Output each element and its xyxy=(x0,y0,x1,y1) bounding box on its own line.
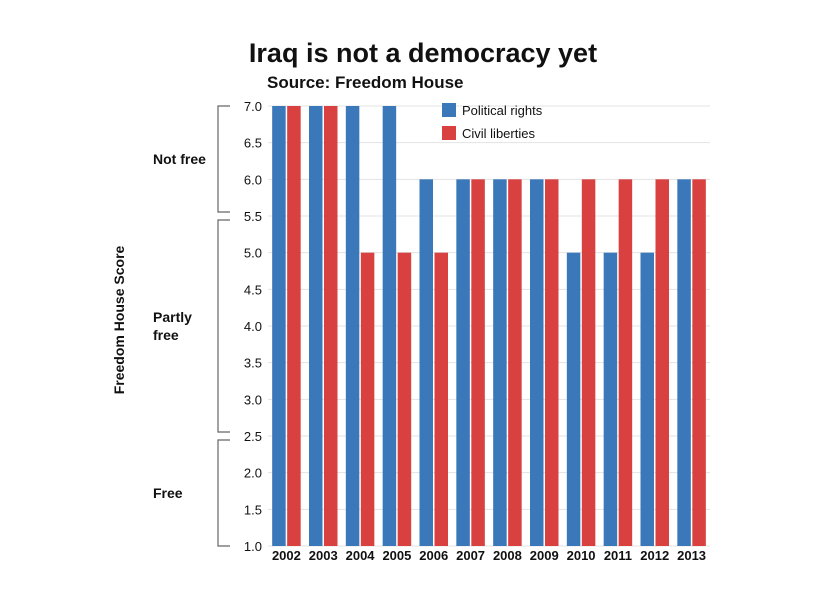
bar-civil-liberties-2004 xyxy=(360,252,375,546)
x-tick-label: 2008 xyxy=(493,548,522,563)
bar-civil-liberties-2010 xyxy=(581,179,596,547)
x-tick-label: 2013 xyxy=(677,548,706,563)
bar-political-rights-2012 xyxy=(640,252,654,546)
bar-civil-liberties-2009 xyxy=(545,179,559,547)
bar-civil-liberties-2005 xyxy=(397,252,412,546)
bars xyxy=(272,106,706,547)
bar-political-rights-2008 xyxy=(493,179,507,547)
y-axis-ticks: 1.0 1.5 2.0 2.5 3.0 3.5 4.0 4.5 5.0 5.5 6.0 6.5 7.0 xyxy=(244,99,262,554)
y-tick-label: 2.0 xyxy=(244,466,262,481)
y-tick-label: 2.5 xyxy=(244,429,262,444)
band-label: Free xyxy=(153,485,183,501)
band-bracket xyxy=(217,439,230,547)
x-tick-label: 2010 xyxy=(567,548,596,563)
band-bracket xyxy=(217,219,230,433)
bar-political-rights-2009 xyxy=(530,179,544,547)
x-tick-label: 2004 xyxy=(346,548,376,563)
y-tick-label: 1.0 xyxy=(244,539,262,554)
bar-political-rights-2002 xyxy=(272,106,286,546)
x-tick-label: 2006 xyxy=(419,548,448,563)
bar-political-rights-2010 xyxy=(566,252,581,546)
gridlines xyxy=(268,105,710,547)
bar-political-rights-2013 xyxy=(677,179,691,547)
legend-label: Civil liberties xyxy=(462,126,535,141)
legend: Political rights Civil liberties xyxy=(442,103,543,141)
x-tick-label: 2007 xyxy=(456,548,485,563)
bar-civil-liberties-2008 xyxy=(508,179,522,547)
y-tick-label: 3.5 xyxy=(244,356,262,371)
x-tick-label: 2009 xyxy=(530,548,559,563)
chart-title: Iraq is not a democracy yet xyxy=(249,38,597,68)
bar-civil-liberties-2003 xyxy=(324,106,338,546)
chart-subtitle: Source: Freedom House xyxy=(267,73,464,92)
y-tick-label: 4.5 xyxy=(244,282,262,297)
bar-civil-liberties-2011 xyxy=(618,179,633,547)
x-tick-label: 2005 xyxy=(382,548,411,563)
band-label: free xyxy=(153,327,179,343)
bar-civil-liberties-2007 xyxy=(471,179,485,547)
legend-swatch xyxy=(442,103,456,117)
y-tick-label: 3.0 xyxy=(244,392,262,407)
legend-label: Political rights xyxy=(462,103,543,118)
y-tick-label: 1.5 xyxy=(244,502,262,517)
y-tick-label: 6.5 xyxy=(244,136,262,151)
bar-civil-liberties-2012 xyxy=(655,179,669,547)
band-bracket xyxy=(217,105,230,213)
y-tick-label: 4.0 xyxy=(244,319,262,334)
x-tick-label: 2011 xyxy=(604,548,632,563)
bar-political-rights-2003 xyxy=(309,106,323,546)
y-axis-label: Freedom House Score xyxy=(111,245,127,394)
band-label: Partly xyxy=(153,309,192,325)
y-tick-label: 5.0 xyxy=(244,246,262,261)
y-tick-label: 5.5 xyxy=(244,209,262,224)
bar-political-rights-2007 xyxy=(456,179,470,547)
bar-political-rights-2006 xyxy=(419,179,433,547)
y-tick-label: 6.0 xyxy=(244,172,262,187)
bar-civil-liberties-2002 xyxy=(287,106,301,546)
band-label: Not free xyxy=(153,151,206,167)
freedom-bands: Not free Partly free Free xyxy=(153,105,230,547)
x-axis-ticks: 2002 2003 2004 2005 2006 2007 2008 2009 2010 2011… xyxy=(272,548,706,563)
legend-swatch xyxy=(442,126,456,140)
x-tick-label: 2003 xyxy=(309,548,338,563)
bar-political-rights-2005 xyxy=(382,106,397,546)
y-tick-label: 7.0 xyxy=(244,99,262,114)
x-tick-label: 2002 xyxy=(272,548,301,563)
x-tick-label: 2012 xyxy=(640,548,669,563)
bar-political-rights-2004 xyxy=(345,106,360,546)
bar-political-rights-2011 xyxy=(603,252,618,546)
bar-civil-liberties-2006 xyxy=(434,252,448,546)
bar-civil-liberties-2013 xyxy=(692,179,706,547)
